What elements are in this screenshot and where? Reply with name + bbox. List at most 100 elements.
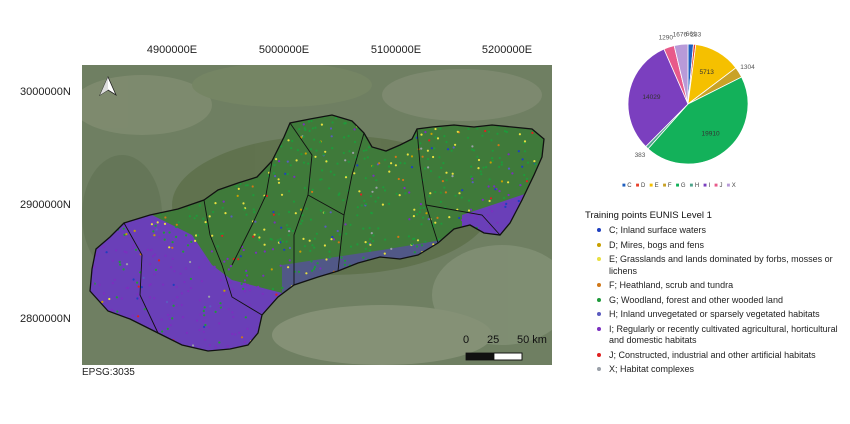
training-point <box>488 178 491 181</box>
training-point <box>491 149 494 152</box>
training-point <box>344 223 347 226</box>
map-frame[interactable] <box>82 65 552 365</box>
training-point <box>353 172 356 175</box>
training-point <box>365 149 368 152</box>
training-point <box>329 170 332 173</box>
pie-legend-swatch: ■ <box>689 183 695 189</box>
pie-legend-label: G <box>680 183 686 189</box>
training-point <box>150 248 153 251</box>
pie-legend-item: ■ F <box>663 183 672 189</box>
training-point <box>356 164 359 167</box>
legend-label: H; Inland unvegetated or sparsely vegeta… <box>609 309 820 319</box>
training-point <box>214 345 217 348</box>
training-point <box>486 214 490 217</box>
training-point <box>172 283 175 286</box>
training-point <box>471 177 474 180</box>
training-point <box>162 283 165 286</box>
training-point <box>185 331 188 334</box>
training-point <box>331 235 334 239</box>
training-point <box>243 208 246 211</box>
training-point <box>498 165 501 168</box>
training-point <box>296 149 299 152</box>
training-point <box>436 137 440 140</box>
training-point <box>503 196 506 200</box>
training-point <box>481 134 484 137</box>
training-point <box>490 210 494 213</box>
training-point <box>180 303 183 307</box>
pie-legend-swatch: ■ <box>726 183 732 189</box>
training-point <box>202 217 205 220</box>
training-point <box>182 250 185 253</box>
pie-legend-item: ■ J <box>714 183 722 189</box>
training-point <box>153 234 156 237</box>
training-point <box>223 260 226 263</box>
training-point <box>322 153 325 156</box>
training-point <box>163 222 167 225</box>
training-point <box>118 260 121 263</box>
training-point <box>263 228 266 231</box>
training-point <box>517 150 520 153</box>
training-point <box>171 257 174 260</box>
training-point <box>195 214 198 217</box>
pie-slice-i <box>627 48 689 148</box>
training-point <box>110 308 113 312</box>
pie-chart: 661 283 5713 1304 19910 383 14029 1290 1676 <box>600 28 780 188</box>
training-point <box>248 288 251 292</box>
training-point <box>171 246 174 249</box>
training-point <box>122 268 125 271</box>
training-point <box>171 317 174 320</box>
training-point <box>218 305 221 308</box>
training-point <box>283 248 286 251</box>
training-point <box>525 180 528 183</box>
training-point <box>240 336 244 339</box>
training-point <box>337 193 340 196</box>
legend-dot-icon <box>597 228 601 232</box>
training-point <box>424 240 427 243</box>
training-point <box>103 292 106 295</box>
training-point <box>288 190 291 193</box>
training-point <box>208 344 211 347</box>
training-point <box>300 153 303 156</box>
training-point <box>302 237 305 240</box>
training-point <box>200 280 203 283</box>
training-point <box>434 127 437 131</box>
training-point <box>484 129 487 133</box>
training-point <box>311 188 314 191</box>
training-point <box>422 206 425 209</box>
training-point <box>271 287 275 291</box>
training-point <box>324 150 327 153</box>
training-point <box>363 157 366 160</box>
training-point <box>442 162 445 165</box>
training-point <box>140 286 143 289</box>
training-point <box>148 296 151 299</box>
training-point <box>429 170 433 173</box>
training-point <box>310 119 313 123</box>
training-point <box>498 156 501 160</box>
training-point <box>287 266 290 269</box>
training-point <box>305 272 308 275</box>
training-point <box>156 221 159 224</box>
training-point <box>410 166 414 169</box>
training-point <box>511 172 514 175</box>
training-point <box>383 189 387 192</box>
training-point <box>343 263 346 266</box>
training-point <box>280 226 283 229</box>
training-point <box>125 263 129 266</box>
training-point <box>293 175 296 178</box>
training-point <box>302 161 305 164</box>
training-point <box>313 265 316 269</box>
training-point <box>328 250 331 253</box>
training-point <box>319 209 322 212</box>
north-arrow-icon <box>99 76 117 97</box>
training-point <box>163 238 166 241</box>
training-point <box>164 254 167 257</box>
training-point <box>460 196 463 199</box>
pie-legend-swatch: ■ <box>675 183 681 189</box>
pie-slice-x <box>673 43 689 105</box>
training-point <box>383 252 386 255</box>
training-point <box>321 169 324 172</box>
training-point <box>288 246 291 250</box>
training-point <box>498 190 501 193</box>
training-point <box>429 192 432 195</box>
legend-label: J; Constructed, industrial and other art… <box>609 349 816 360</box>
